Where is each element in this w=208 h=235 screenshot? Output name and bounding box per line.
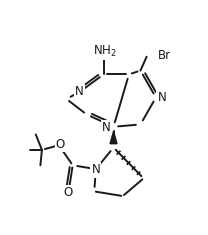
Text: N: N xyxy=(102,121,110,134)
Text: NH$_2$: NH$_2$ xyxy=(93,44,117,59)
Text: N: N xyxy=(75,85,84,98)
Text: Br: Br xyxy=(157,49,171,62)
Text: N: N xyxy=(157,91,166,104)
Text: O: O xyxy=(63,187,73,200)
Polygon shape xyxy=(110,131,117,144)
Text: N: N xyxy=(92,163,100,176)
Text: O: O xyxy=(56,138,65,151)
